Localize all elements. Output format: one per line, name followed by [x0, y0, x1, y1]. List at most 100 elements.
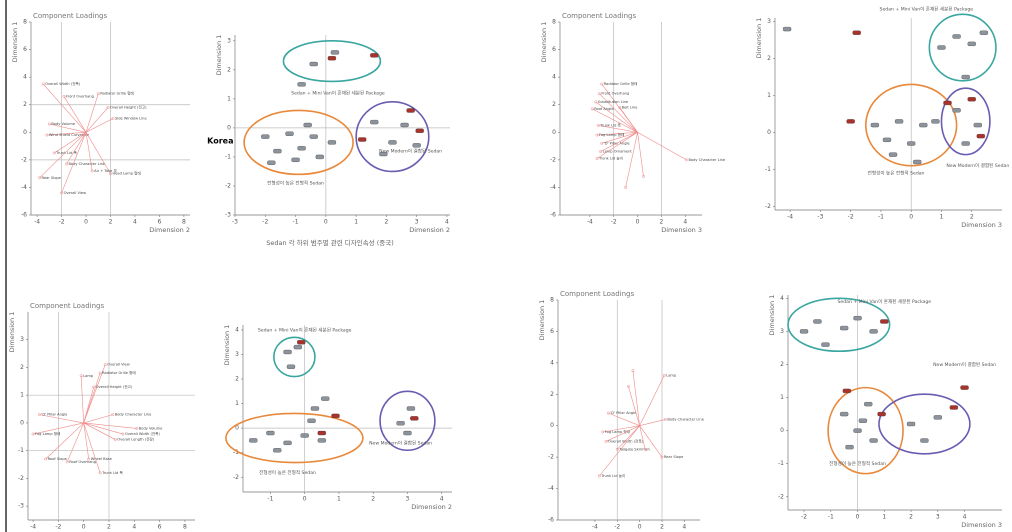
y-tick-label: 2: [20, 364, 24, 371]
cluster-outline: [356, 102, 429, 172]
y-tick-label: 4: [23, 74, 27, 81]
y-tick-label: -3: [225, 212, 231, 219]
chart-title: Component Loadings: [30, 302, 104, 310]
annotation: 전형성이 높은 전형적 Sedan: [267, 180, 324, 187]
loading-label: Radiator Grille 형태: [100, 91, 134, 96]
car-point: [871, 123, 879, 127]
car-point: [358, 138, 366, 142]
y-axis-label: Dimension 1: [755, 18, 763, 59]
x-tick-label: 1: [337, 496, 341, 503]
loading-vector: [620, 107, 638, 132]
x-tick-label: 0: [303, 496, 307, 503]
car-point: [328, 140, 336, 144]
car-point: [919, 123, 927, 127]
x-tick-label: -4: [787, 214, 793, 221]
loading-label: Trunk Lid 폭: [599, 123, 621, 127]
x-tick-label: 6: [158, 219, 162, 226]
car-point: [800, 329, 808, 333]
loading-label: Fog Lamp 형태: [605, 429, 630, 434]
car-point: [410, 416, 418, 420]
x-tick-label: 2: [371, 496, 375, 503]
loading-vector: [640, 375, 665, 425]
loading-label: Overall View: [64, 191, 87, 195]
loading-label: Trunk Lid 높이: [598, 155, 623, 160]
x-tick-label: 4: [440, 496, 444, 503]
car-point: [889, 153, 897, 157]
annotation: Sedan + Mini Van이 혼재된 세분된 Package: [838, 298, 932, 305]
x-tick-label: -2: [614, 524, 620, 531]
loading-vector: [84, 423, 123, 434]
car-point: [413, 143, 421, 147]
car-point: [267, 161, 275, 165]
car-point: [318, 431, 326, 435]
loading-label: Trunk Lid 높이: [600, 473, 625, 478]
y-tick-label: -6: [550, 212, 556, 219]
car-point: [813, 319, 821, 323]
y-tick-label: 0: [23, 129, 27, 136]
y-tick-label: 8: [23, 19, 27, 26]
y-tick-label: 2: [552, 101, 556, 108]
car-point: [840, 412, 848, 416]
loading-vector: [633, 371, 640, 426]
y-tick-label: -1: [778, 460, 784, 467]
car-point: [854, 429, 862, 433]
car-point: [284, 441, 292, 445]
x-tick-label: 1: [940, 214, 944, 221]
loading-vector: [81, 376, 84, 423]
x-tick-label: 2: [109, 219, 113, 226]
y-tick-label: -1: [18, 447, 24, 454]
loading-label: Rear Slope: [664, 455, 684, 459]
car-point: [284, 350, 292, 354]
loading-label: Roof Overhang: [69, 460, 96, 464]
annotation: Korea: [207, 136, 233, 145]
loading-label: 'D' Pillar Angle: [610, 411, 637, 415]
loading-label: Front Overhang: [601, 92, 629, 96]
loading-label: Lamp Ornament: [603, 150, 633, 154]
y-tick-label: 3: [235, 351, 239, 358]
car-point: [298, 82, 306, 86]
loading-label: Lamp: [666, 373, 677, 377]
y-tick-label: 4: [552, 74, 556, 81]
car-point: [920, 439, 928, 443]
loading-label: Trunk Lid 폭: [101, 471, 123, 475]
annotation: Sedan + Mini Van이 혼재된 세분된 Package: [880, 5, 974, 12]
car-point: [287, 365, 295, 369]
car-point: [962, 142, 970, 146]
car-point: [311, 407, 319, 411]
y-tick-label: 2: [550, 391, 554, 398]
annotation: New Modern이 결합된 Sedan: [933, 361, 996, 368]
y-tick-label: -2: [550, 156, 556, 163]
y-tick-label: 4: [550, 359, 554, 366]
loading-vector: [84, 415, 113, 423]
annotation: 전형성이 높은 전형적 Sedan: [829, 460, 886, 467]
y-tick-label: 2: [23, 101, 27, 108]
x-tick-label: 4: [132, 524, 136, 531]
car-point: [968, 97, 976, 101]
loading-vector: [86, 94, 98, 133]
x-tick-label: 0: [324, 219, 328, 226]
x-tick-label: 2: [107, 524, 111, 531]
car-point: [403, 431, 411, 435]
x-tick-label: 4: [963, 514, 967, 521]
car-point: [783, 27, 791, 31]
x-tick-label: 3: [406, 496, 410, 503]
x-tick-label: 2: [384, 219, 388, 226]
car-point: [318, 438, 326, 442]
car-point: [931, 119, 939, 123]
y-tick-label: 2: [767, 55, 771, 62]
cluster-outline: [226, 413, 363, 462]
x-tick-label: 3: [936, 514, 940, 521]
y-tick-label: 3: [767, 18, 771, 25]
car-point: [950, 405, 958, 409]
y-tick-label: -2: [765, 203, 771, 210]
x-tick-label: -2: [801, 514, 807, 521]
x-axis-label: Dimension 2: [149, 226, 190, 234]
car-point: [292, 158, 300, 162]
y-tick-label: -2: [233, 474, 239, 481]
car-point: [840, 326, 848, 330]
x-tick-label: -4: [30, 524, 36, 531]
loading-label: Overall View: [107, 363, 130, 367]
cluster-outline: [244, 110, 353, 174]
car-point: [980, 31, 988, 35]
loading-point: [607, 412, 609, 414]
